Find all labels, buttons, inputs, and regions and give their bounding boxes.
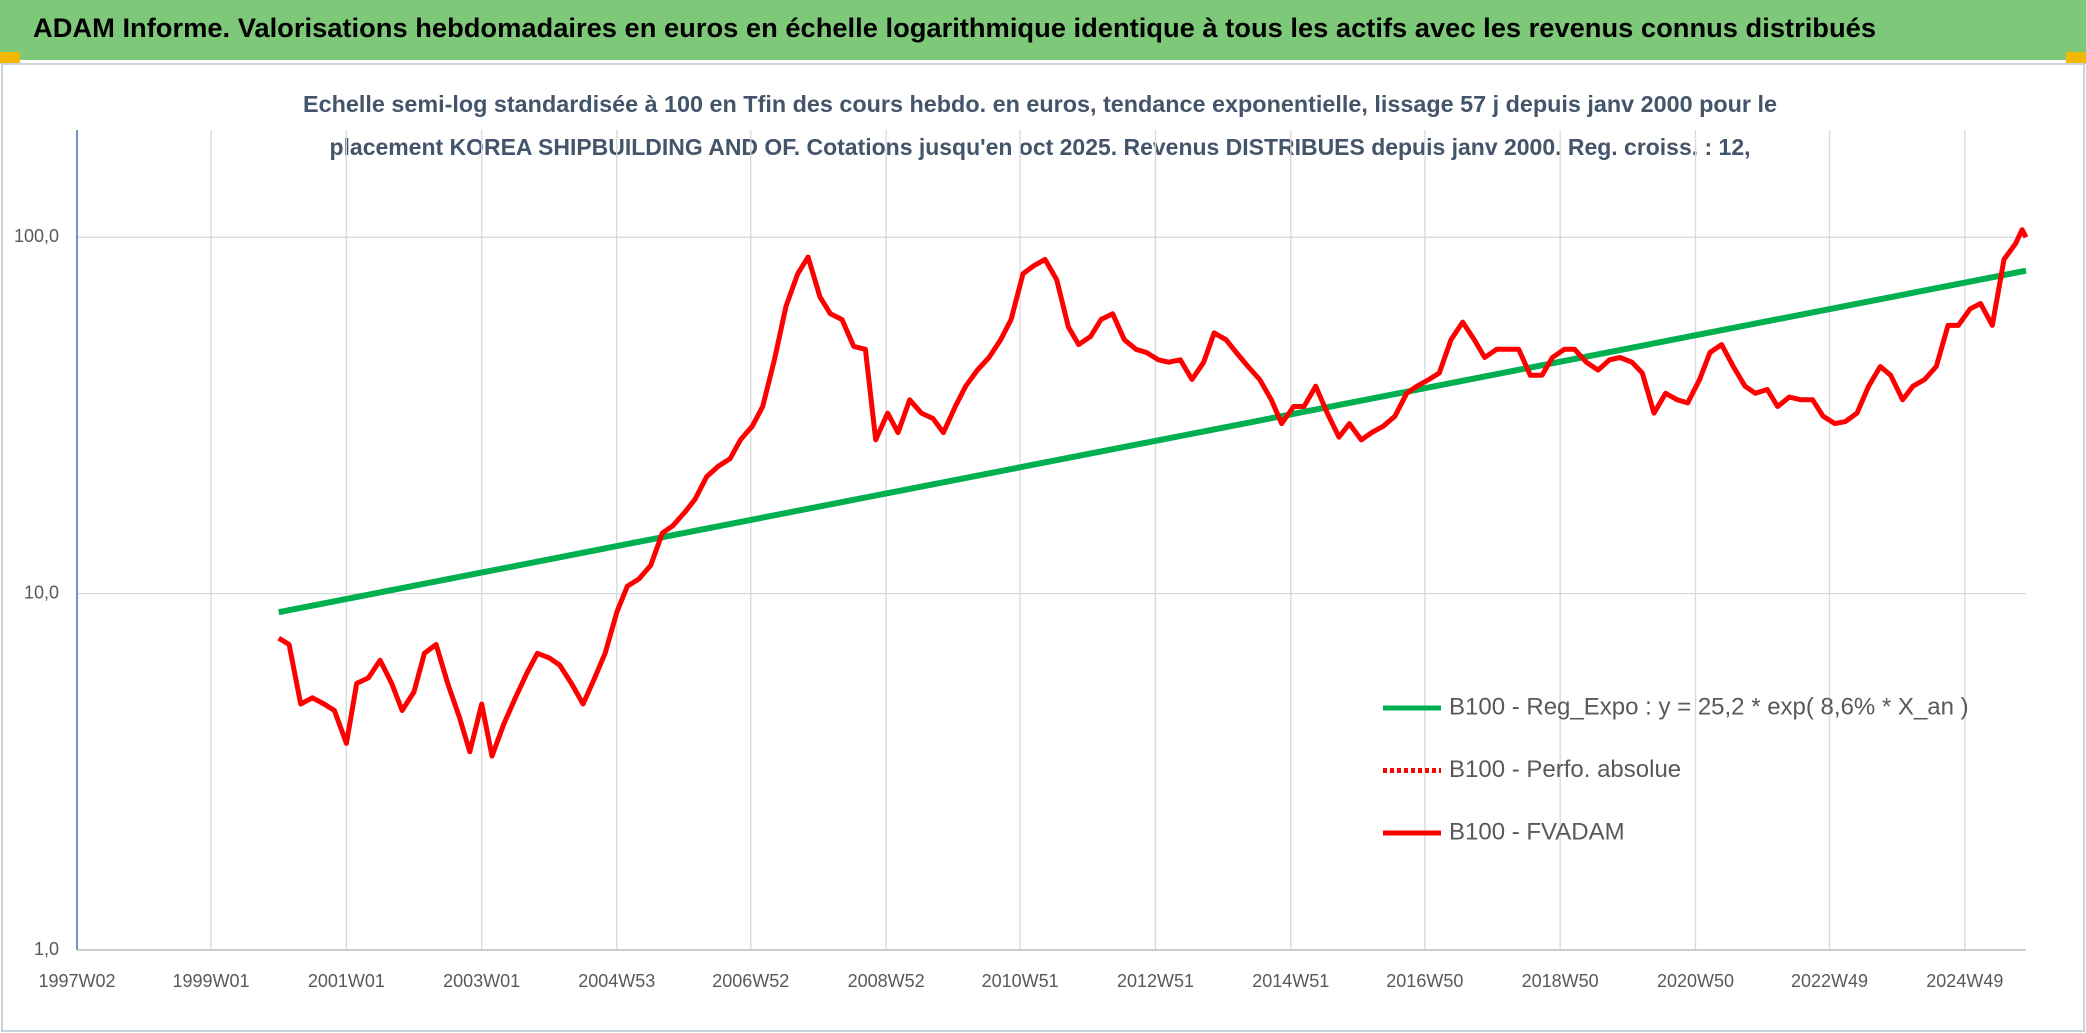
y-tick-label: 10,0 [24, 582, 59, 602]
x-tick-label: 2012W51 [1117, 971, 1194, 991]
x-tick-label: 1999W01 [172, 971, 249, 991]
x-tick-label: 2010W51 [982, 971, 1059, 991]
legend-label: B100 - Reg_Expo : y = 25,2 * exp( 8,6% *… [1449, 693, 1969, 720]
x-tick-label: 2001W01 [308, 971, 385, 991]
chart-subtitle: placement KOREA SHIPBUILDING AND OF. Cot… [330, 134, 1751, 160]
x-tick-label: 2003W01 [443, 971, 520, 991]
x-tick-label: 2008W52 [848, 971, 925, 991]
header-bar [0, 0, 2086, 60]
page-title: ADAM Informe. Valorisations hebdomadaire… [33, 13, 1876, 43]
series-line [278, 267, 2027, 616]
x-tick-label: 2014W51 [1252, 971, 1329, 991]
chart-subtitle: Echelle semi-log standardisée à 100 en T… [303, 91, 1777, 117]
x-tick-label: 2018W50 [1522, 971, 1599, 991]
x-tick-label: 2022W49 [1791, 971, 1868, 991]
legend-label: B100 - Perfo. absolue [1449, 756, 1681, 783]
legend-label: B100 - FVADAM [1449, 818, 1625, 845]
corner-mark [0, 52, 20, 64]
x-tick-label: 2004W53 [578, 971, 655, 991]
y-tick-label: 100,0 [14, 226, 59, 246]
x-tick-label: 1997W02 [38, 971, 115, 991]
x-tick-label: 2016W50 [1386, 971, 1463, 991]
x-tick-label: 2006W52 [712, 971, 789, 991]
chart-panel [1, 63, 2085, 1032]
y-tick-label: 1,0 [34, 939, 59, 959]
corner-mark [2066, 52, 2086, 64]
series-line [277, 227, 2029, 759]
x-tick-label: 2024W49 [1926, 971, 2003, 991]
x-tick-label: 2020W50 [1657, 971, 1734, 991]
